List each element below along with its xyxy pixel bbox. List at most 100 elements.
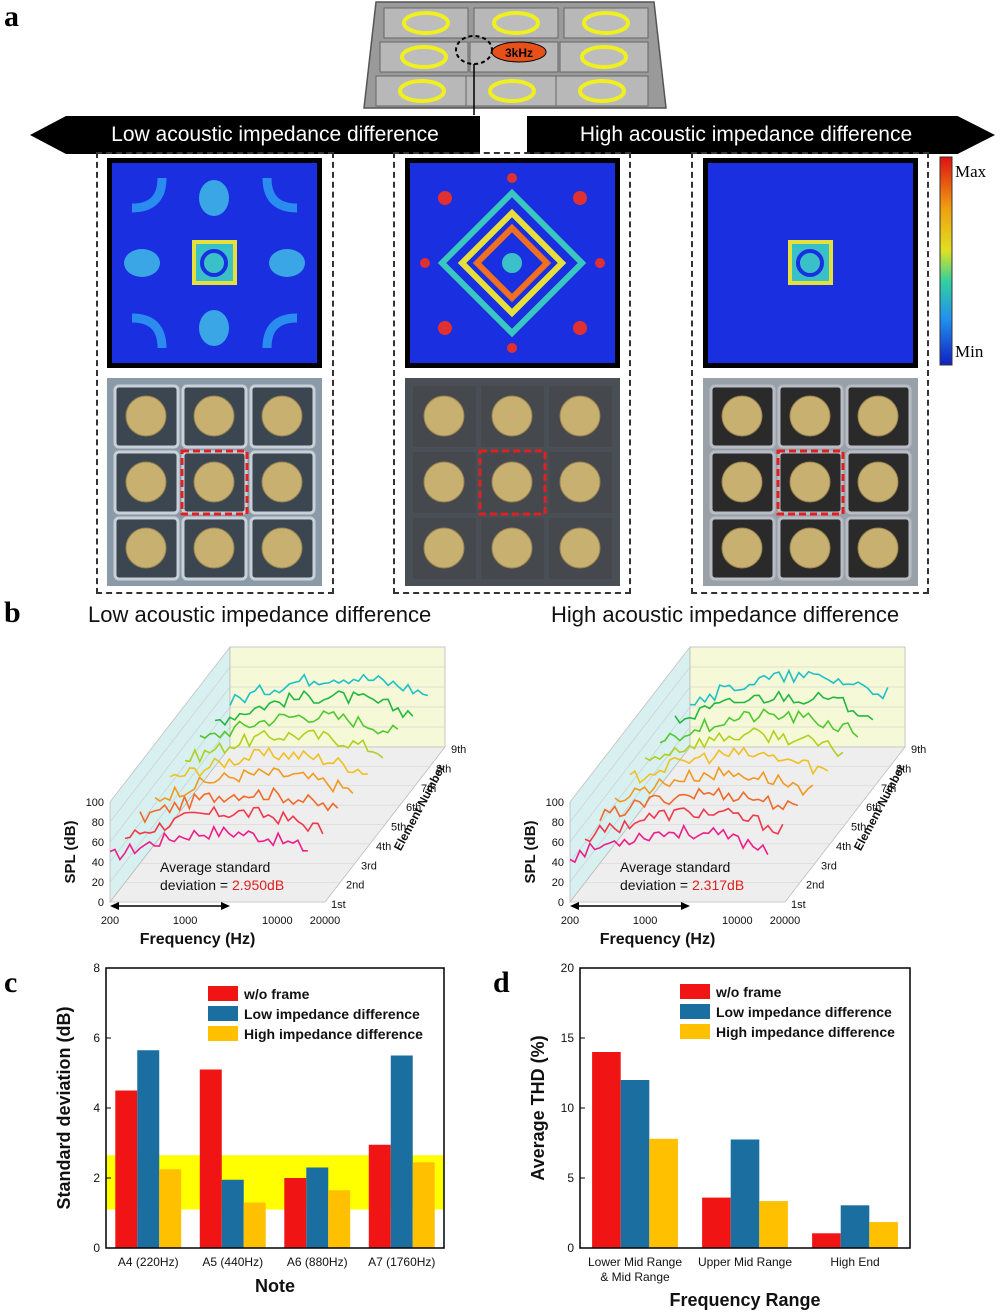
bar-chart-c: 0 2 4 6 8 A4 (220Hz) A5 (440Hz) A6 (880Hz) A7 (1…	[54, 961, 445, 1296]
y-axis-label: Average THD (%)	[528, 1035, 548, 1180]
speaker-disk	[423, 395, 465, 437]
y-axis-label: SPL (dB)	[522, 820, 539, 883]
bar	[840, 1205, 870, 1248]
bar	[199, 1069, 222, 1248]
speaker-ring	[398, 79, 446, 103]
y-tick-label: 0	[558, 897, 564, 909]
panel-b-right-title: High acoustic impedance difference	[551, 602, 900, 627]
bar	[243, 1202, 266, 1248]
legend-swatch	[208, 986, 238, 1001]
y-tick-label: 4	[93, 1101, 100, 1115]
speaker-ring	[578, 79, 626, 103]
legend-swatch	[680, 1004, 710, 1019]
x-tick-label: 200	[561, 915, 579, 927]
spl-trace	[154, 767, 354, 803]
speaker-disk	[789, 527, 831, 569]
frequency-label: 3kHz	[505, 46, 533, 60]
speaker-ring	[402, 11, 450, 35]
x-tick-label: & Mid Range	[600, 1270, 670, 1284]
speaker-disk	[423, 527, 465, 569]
center-highlight	[776, 449, 845, 516]
z-tick-label: 5th	[851, 822, 866, 834]
y-tick-label: 60	[92, 837, 104, 849]
speaker-disk	[491, 527, 533, 569]
legend-swatch	[680, 1024, 710, 1039]
spl-trace	[109, 824, 308, 861]
y-tick-label: 60	[552, 837, 564, 849]
std-annotation-line2: deviation = 2.317dB	[620, 877, 744, 893]
y-tick-label: 20	[552, 877, 564, 889]
spl-trace	[124, 805, 324, 840]
right-banner: High acoustic impedance difference	[527, 116, 995, 154]
legend-swatch	[680, 984, 710, 999]
legend-label: High impedance difference	[716, 1024, 895, 1040]
y-tick-label: 0	[567, 1241, 574, 1255]
panel-a-letter: a	[4, 0, 19, 33]
colorbar-min-label: Min	[955, 342, 984, 361]
simulation-map-no-frame	[405, 158, 620, 368]
bar	[702, 1197, 731, 1248]
y-tick-label: 100	[546, 797, 564, 809]
speaker-ring	[488, 79, 536, 103]
y-axis-label: Standard deviation (dB)	[54, 1006, 74, 1209]
left-banner-label: Low acoustic impedance difference	[111, 123, 439, 146]
x-axis-label: Note	[255, 1276, 295, 1296]
speaker-disk	[789, 395, 831, 437]
left-banner: Low acoustic impedance difference	[30, 116, 480, 154]
z-tick-label: 4th	[836, 841, 851, 853]
x-tick-label: Lower Mid Range	[588, 1255, 682, 1269]
speaker-disk	[261, 461, 303, 503]
std-annotation-line2: deviation = 2.950dB	[160, 877, 284, 893]
panel-b-left-title: Low acoustic impedance difference	[88, 602, 432, 627]
std-annotation-line1: Average standard	[160, 859, 270, 875]
speaker-disk	[491, 395, 533, 437]
spl-trace	[169, 746, 368, 778]
spl-trace	[674, 690, 874, 725]
speaker-disk	[491, 461, 533, 503]
y-tick-label: 100	[86, 797, 104, 809]
spl-trace	[229, 673, 428, 706]
no-frame-box	[393, 152, 631, 594]
panel-d-letter: d	[493, 966, 510, 999]
bar	[368, 1144, 391, 1248]
z-tick-label: 8th	[436, 763, 451, 775]
spl-trace	[629, 746, 829, 784]
speaker-disk	[193, 461, 235, 503]
y-tick-label: 8	[93, 961, 100, 975]
spl-trace	[614, 765, 814, 803]
high-impedance-box	[691, 152, 929, 594]
std-annotation-line1: Average standard	[620, 859, 730, 875]
spl-trace	[689, 668, 889, 706]
y-tick-label: 0	[93, 1241, 100, 1255]
z-tick-label: 2nd	[346, 880, 364, 892]
y-tick-label: 6	[93, 1031, 100, 1045]
speaker-ring	[400, 45, 448, 69]
speaker-disk	[721, 527, 763, 569]
speaker-disk	[857, 461, 899, 503]
low-impedance-box	[96, 152, 334, 594]
z-tick-label: 1st	[791, 899, 806, 911]
bar	[284, 1178, 307, 1248]
colorbar-max-label: Max	[955, 162, 987, 181]
bar	[412, 1162, 435, 1248]
spl-trace	[569, 823, 769, 864]
simulation-map-low	[107, 158, 322, 368]
speaker-disk	[857, 527, 899, 569]
bar	[620, 1080, 650, 1248]
y-tick-label: 15	[561, 1031, 575, 1045]
bar	[812, 1233, 841, 1248]
std-value: 2.950dB	[232, 877, 284, 893]
speaker-disk	[125, 395, 167, 437]
x-axis-label: Frequency Range	[669, 1290, 820, 1310]
spl-trace	[599, 786, 799, 822]
std-value: 2.317dB	[692, 877, 744, 893]
legend-swatch	[208, 1026, 238, 1041]
colorbar: Max Min	[939, 156, 987, 366]
bar	[159, 1169, 182, 1248]
z-tick-label: 6th	[866, 802, 881, 814]
y-tick-label: 0	[98, 897, 104, 909]
speaker-disk	[193, 395, 235, 437]
bar	[730, 1139, 760, 1248]
